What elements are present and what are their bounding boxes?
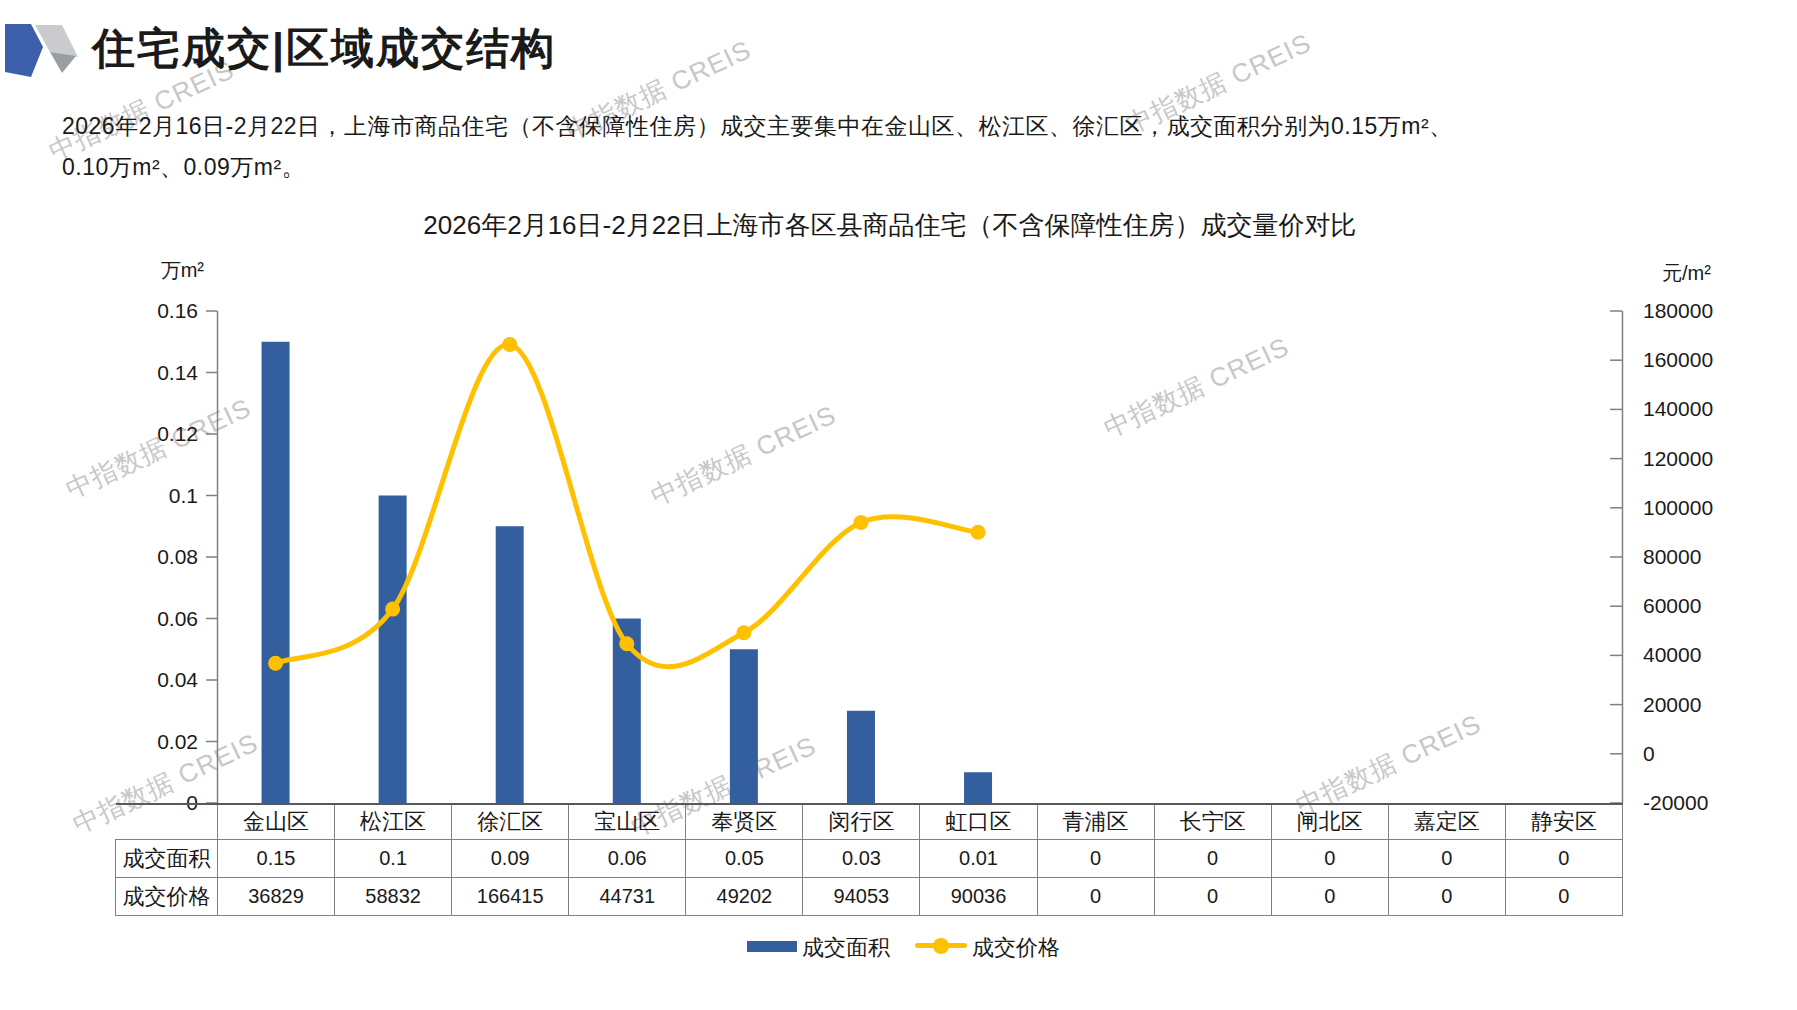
district-header: 闸北区 bbox=[1271, 804, 1388, 840]
bar-徐汇区 bbox=[496, 526, 524, 803]
district-header: 徐汇区 bbox=[452, 804, 569, 840]
price-point bbox=[385, 602, 400, 617]
district-header: 奉贤区 bbox=[686, 804, 803, 840]
left-axis-tick-label: 0.1 bbox=[118, 484, 198, 508]
price-point bbox=[268, 656, 283, 671]
left-axis-tick-label: 0.16 bbox=[118, 299, 198, 323]
value-cell: 0 bbox=[1271, 878, 1388, 916]
value-cell: 49202 bbox=[686, 878, 803, 916]
right-axis-unit-label: 元/m² bbox=[1662, 260, 1711, 287]
creis-logo-icon bbox=[5, 23, 78, 77]
left-axis-tick-label: 0.14 bbox=[118, 361, 198, 385]
value-cell: 0 bbox=[1388, 878, 1505, 916]
values-table: 金山区松江区徐汇区宝山区奉贤区闵行区虹口区青浦区长宁区闸北区嘉定区静安区成交面积… bbox=[115, 803, 1623, 916]
right-axis-tick-label: 100000 bbox=[1643, 496, 1743, 520]
left-axis-tick-label: 0.02 bbox=[118, 730, 198, 754]
district-header: 虹口区 bbox=[920, 804, 1037, 840]
table-corner bbox=[116, 804, 218, 840]
value-cell: 0 bbox=[1037, 840, 1154, 878]
value-cell: 44731 bbox=[569, 878, 686, 916]
value-cell: 0.06 bbox=[569, 840, 686, 878]
right-axis-tick-label: -20000 bbox=[1643, 791, 1743, 815]
price-point bbox=[502, 337, 517, 352]
value-cell: 0.05 bbox=[686, 840, 803, 878]
right-axis-tick-label: 0 bbox=[1643, 742, 1743, 766]
value-cell: 0 bbox=[1505, 840, 1622, 878]
value-cell: 58832 bbox=[335, 878, 452, 916]
bar-奉贤区 bbox=[730, 649, 758, 803]
value-cell: 0 bbox=[1271, 840, 1388, 878]
value-cell: 0 bbox=[1388, 840, 1505, 878]
bar-金山区 bbox=[262, 342, 290, 803]
price-point bbox=[619, 636, 634, 651]
value-cell: 0.09 bbox=[452, 840, 569, 878]
right-axis-tick-label: 160000 bbox=[1643, 348, 1743, 372]
value-cell: 0 bbox=[1505, 878, 1622, 916]
right-axis-tick-label: 80000 bbox=[1643, 545, 1743, 569]
price-point bbox=[971, 525, 986, 540]
bar-虹口区 bbox=[964, 772, 992, 803]
right-axis-tick-label: 120000 bbox=[1643, 447, 1743, 471]
district-header: 长宁区 bbox=[1154, 804, 1271, 840]
value-cell: 94053 bbox=[803, 878, 920, 916]
value-cell: 0.01 bbox=[920, 840, 1037, 878]
page-title: 住宅成交|区域成交结构 bbox=[92, 20, 556, 78]
left-axis-tick-label: 0.08 bbox=[118, 545, 198, 569]
district-header: 静安区 bbox=[1505, 804, 1622, 840]
district-header: 金山区 bbox=[218, 804, 335, 840]
right-axis-tick-label: 40000 bbox=[1643, 643, 1743, 667]
intro-paragraph: 2026年2月16日-2月22日，上海市商品住宅（不含保障性住房）成交主要集中在… bbox=[62, 106, 1453, 188]
district-header: 嘉定区 bbox=[1388, 804, 1505, 840]
left-axis-unit-label: 万m² bbox=[140, 257, 204, 284]
row-header: 成交面积 bbox=[116, 840, 218, 878]
district-header: 青浦区 bbox=[1037, 804, 1154, 840]
value-cell: 0 bbox=[1154, 878, 1271, 916]
price-point bbox=[736, 625, 751, 640]
left-axis-tick-label: 0.06 bbox=[118, 607, 198, 631]
left-axis-tick-label: 0.12 bbox=[118, 422, 198, 446]
bar-松江区 bbox=[379, 496, 407, 804]
right-axis-tick-label: 60000 bbox=[1643, 594, 1743, 618]
district-header: 宝山区 bbox=[569, 804, 686, 840]
value-cell: 90036 bbox=[920, 878, 1037, 916]
district-header: 闵行区 bbox=[803, 804, 920, 840]
value-cell: 0.15 bbox=[218, 840, 335, 878]
value-cell: 0.03 bbox=[803, 840, 920, 878]
data-table: 金山区松江区徐汇区宝山区奉贤区闵行区虹口区青浦区长宁区闸北区嘉定区静安区成交面积… bbox=[115, 803, 1623, 916]
value-cell: 0 bbox=[1037, 878, 1154, 916]
intro-line2: 0.10万m²、0.09万m²。 bbox=[62, 147, 1453, 188]
district-header: 松江区 bbox=[335, 804, 452, 840]
chart-title: 2026年2月16日-2月22日上海市各区县商品住宅（不含保障性住房）成交量价对… bbox=[190, 208, 1590, 243]
right-axis-tick-label: 20000 bbox=[1643, 693, 1743, 717]
row-header: 成交价格 bbox=[116, 878, 218, 916]
price-point bbox=[853, 515, 868, 530]
value-cell: 0 bbox=[1154, 840, 1271, 878]
page: 中指数据 CREIS中指数据 CREIS中指数据 CREIS中指数据 CREIS… bbox=[0, 0, 1797, 1010]
value-cell: 36829 bbox=[218, 878, 335, 916]
value-cell: 0.1 bbox=[335, 840, 452, 878]
right-axis-tick-label: 140000 bbox=[1643, 397, 1743, 421]
right-axis-tick-label: 180000 bbox=[1643, 299, 1743, 323]
left-axis-tick-label: 0.04 bbox=[118, 668, 198, 692]
value-cell: 166415 bbox=[452, 878, 569, 916]
bar-闵行区 bbox=[847, 711, 875, 803]
intro-line1: 2026年2月16日-2月22日，上海市商品住宅（不含保障性住房）成交主要集中在… bbox=[62, 106, 1453, 147]
